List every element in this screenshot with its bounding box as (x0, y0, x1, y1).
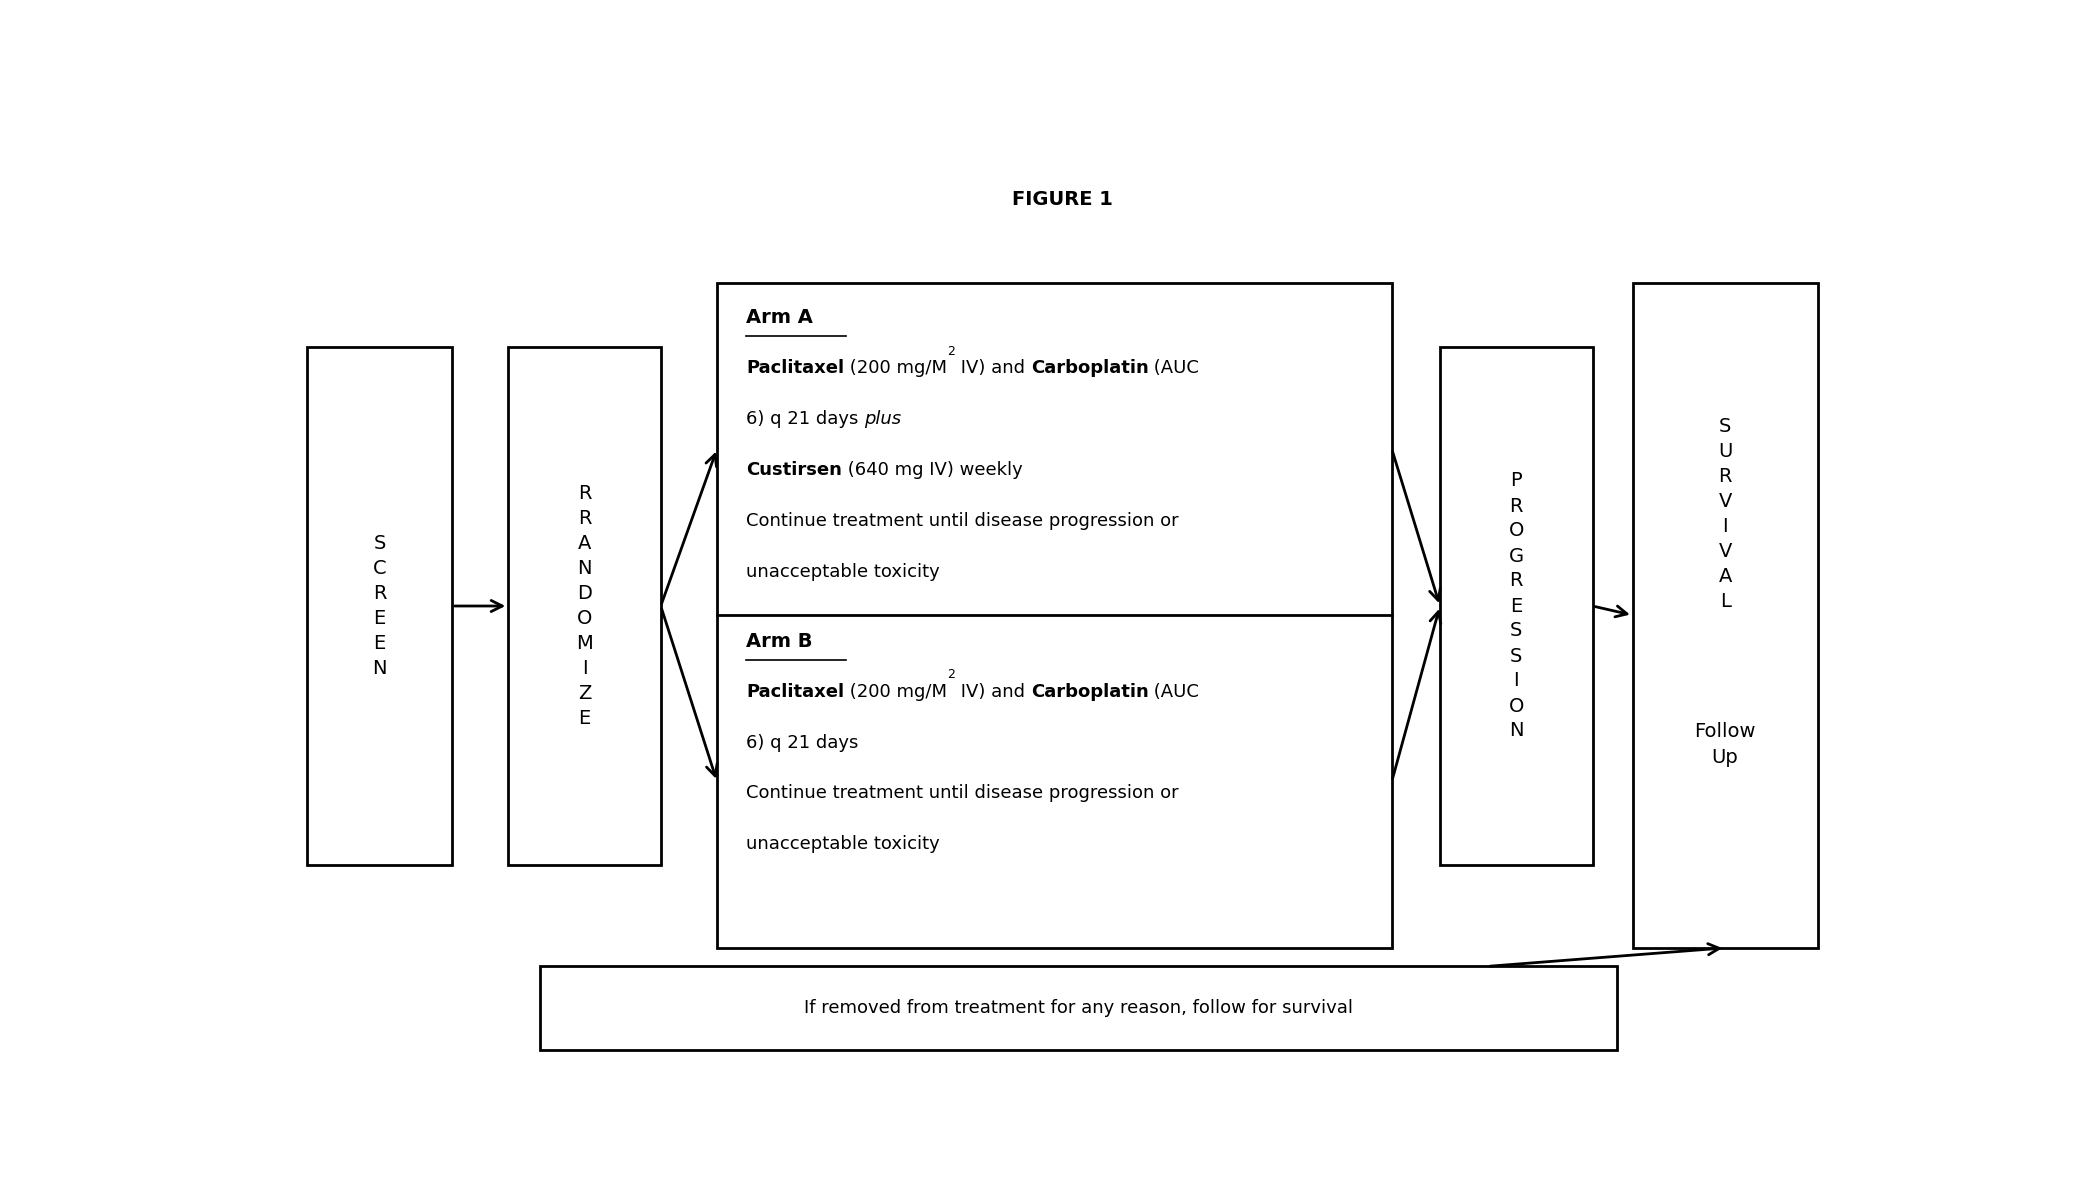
Text: IV) and: IV) and (956, 359, 1030, 377)
Text: 2: 2 (947, 344, 956, 358)
Text: (200 mg/M: (200 mg/M (844, 359, 947, 377)
Text: Paclitaxel: Paclitaxel (746, 359, 844, 377)
Text: R
R
A
N
D
O
M
I
Z
E: R R A N D O M I Z E (576, 484, 593, 728)
Text: Carboplatin: Carboplatin (1030, 359, 1148, 377)
Text: Arm A: Arm A (746, 308, 813, 328)
Text: Continue treatment until disease progression or: Continue treatment until disease progres… (746, 785, 1180, 803)
Text: P
R
O
G
R
E
S
S
I
O
N: P R O G R E S S I O N (1509, 472, 1524, 740)
Text: 6) q 21 days: 6) q 21 days (746, 410, 864, 428)
Text: 6) q 21 days: 6) q 21 days (746, 733, 858, 751)
Text: (AUC: (AUC (1148, 683, 1200, 701)
Text: IV) and: IV) and (956, 683, 1030, 701)
Text: Arm B: Arm B (746, 632, 813, 650)
FancyBboxPatch shape (508, 347, 661, 865)
Text: Carboplatin: Carboplatin (1030, 683, 1148, 701)
FancyBboxPatch shape (1441, 347, 1592, 865)
Text: FIGURE 1: FIGURE 1 (1012, 190, 1113, 209)
FancyBboxPatch shape (717, 282, 1391, 948)
FancyBboxPatch shape (307, 347, 452, 865)
Text: S
C
R
E
E
N: S C R E E N (373, 534, 388, 678)
Text: If removed from treatment for any reason, follow for survival: If removed from treatment for any reason… (804, 998, 1354, 1016)
Text: Continue treatment until disease progression or: Continue treatment until disease progres… (746, 511, 1180, 529)
Text: Follow
Up: Follow Up (1694, 722, 1756, 767)
Text: Custirsen: Custirsen (746, 461, 842, 479)
Text: unacceptable toxicity: unacceptable toxicity (746, 835, 939, 853)
Text: plus: plus (864, 410, 902, 428)
Text: 2: 2 (947, 668, 956, 680)
FancyBboxPatch shape (1634, 282, 1818, 948)
Text: Paclitaxel: Paclitaxel (746, 683, 844, 701)
Text: (200 mg/M: (200 mg/M (844, 683, 947, 701)
Text: unacceptable toxicity: unacceptable toxicity (746, 563, 939, 581)
Text: (AUC: (AUC (1148, 359, 1200, 377)
FancyBboxPatch shape (541, 966, 1617, 1050)
Text: (640 mg IV) weekly: (640 mg IV) weekly (842, 461, 1022, 479)
Text: S
U
R
V
I
V
A
L: S U R V I V A L (1719, 416, 1733, 611)
